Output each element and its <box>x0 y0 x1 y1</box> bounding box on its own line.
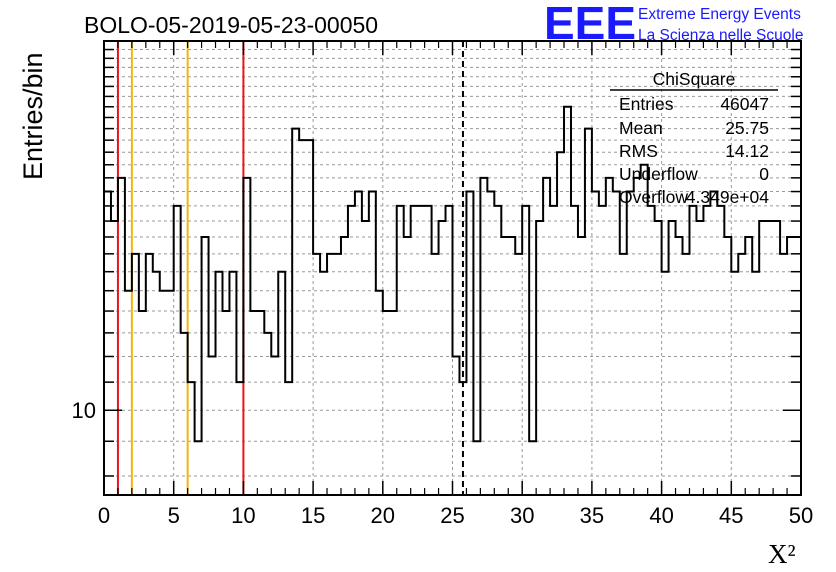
eee-logo: EEE Extreme Energy Events La Scienza nel… <box>544 0 803 49</box>
axis-ticks <box>103 40 802 495</box>
logo-line2: La Scienza nelle Scuole <box>638 27 803 44</box>
x-tick-label: 0 <box>98 503 110 528</box>
stats-value-underflow: 0 <box>759 164 769 184</box>
histogram-series <box>104 105 801 443</box>
x-tick-label: 35 <box>580 503 604 528</box>
stats-value-entries: 46047 <box>720 94 769 114</box>
stats-value-mean: 25.75 <box>725 118 769 138</box>
x-tick-label: 10 <box>231 503 255 528</box>
logo-line1: Extreme Energy Events <box>638 6 801 23</box>
x-tick-label: 20 <box>371 503 395 528</box>
stats-label-overflow: Overflow <box>619 187 688 207</box>
x-tick-label: 40 <box>649 503 673 528</box>
x-tick-label: 50 <box>789 503 813 528</box>
x-axis-title: X² <box>768 539 796 569</box>
y-axis-title: Entries/bin <box>18 52 48 180</box>
stats-label-rms: RMS <box>619 141 658 161</box>
stats-label-entries: Entries <box>619 94 674 114</box>
stats-value-rms: 14.12 <box>725 141 769 161</box>
x-tick-label: 5 <box>168 503 180 528</box>
stats-label-underflow: Underflow <box>619 164 698 184</box>
chart-title: BOLO-05-2019-05-23-00050 <box>84 12 378 38</box>
stats-title: ChiSquare <box>653 69 736 89</box>
reference-lines <box>116 41 464 495</box>
stats-value-overflow: 4.349e+04 <box>686 187 769 207</box>
x-tick-label: 15 <box>301 503 325 528</box>
y-tick-label: 10 <box>72 398 96 423</box>
x-tick-label: 30 <box>510 503 534 528</box>
x-tick-labels: 0 5 10 15 20 25 30 35 40 45 50 <box>98 503 813 528</box>
stats-label-mean: Mean <box>619 118 663 138</box>
x-tick-label: 25 <box>440 503 464 528</box>
x-tick-label: 45 <box>719 503 743 528</box>
y-tick-labels: 10 <box>72 398 96 423</box>
stats-box: ChiSquare Entries 46047 Mean 25.75 RMS 1… <box>610 69 778 207</box>
